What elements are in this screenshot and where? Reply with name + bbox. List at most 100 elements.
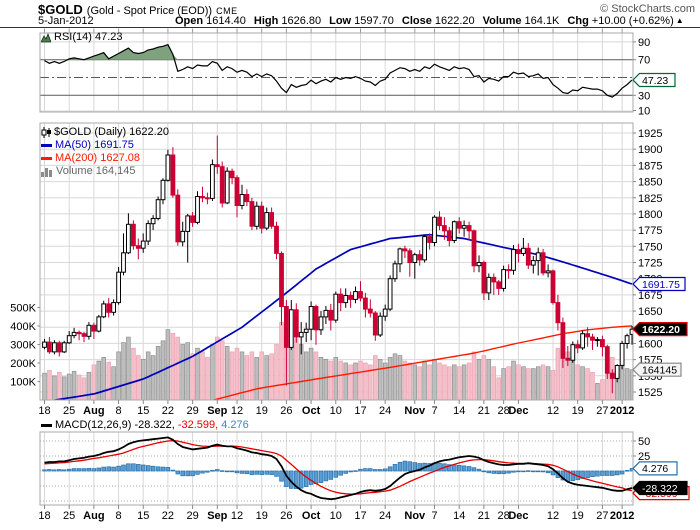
svg-text:8: 8 [115,405,121,417]
svg-text:4.276: 4.276 [642,463,668,475]
main-chart-legend: $GOLD (Daily) 1622.20 MA(50) 1691.75 MA(… [41,126,169,178]
svg-text:2012: 2012 [610,510,634,522]
ma200-legend-row: MA(200) 1627.08 [41,152,169,165]
svg-text:50: 50 [638,436,650,448]
svg-text:19: 19 [256,405,268,417]
svg-text:Aug: Aug [83,510,104,522]
svg-text:1800: 1800 [638,209,662,221]
svg-text:24: 24 [379,405,391,417]
svg-text:1900: 1900 [638,144,662,156]
high-value: 1626.80 [281,15,322,27]
chg-up-arrow-icon: ▲ [675,16,684,25]
svg-text:27: 27 [596,510,608,522]
low-pair: Low 1597.70 [329,15,394,27]
svg-text:1775: 1775 [638,225,662,237]
price-panel: 1925190018751850182518001775175017251700… [10,122,662,401]
close-pair: Close 1622.20 [402,15,475,27]
svg-text:1525: 1525 [638,387,662,399]
symbol-legend-row: $GOLD (Daily) 1622.20 [41,126,169,139]
svg-text:7: 7 [431,510,437,522]
svg-text:26: 26 [280,405,292,417]
svg-text:400K: 400K [10,321,36,333]
svg-text:1725: 1725 [638,258,662,270]
open-value: 1614.40 [206,15,246,27]
svg-text:1675: 1675 [638,290,662,302]
ma50-legend-label: MA(50) 1691.75 [55,139,134,151]
macd-hist-value: 4.276 [221,419,249,431]
ma200-line [211,325,633,400]
close-label: Close [401,15,432,27]
rsi-legend: RSI(14) 47.23 [41,31,122,44]
open-label: Open [175,15,204,27]
ma200-legend-label: MA(200) 1627.08 [55,152,140,164]
svg-text:19: 19 [572,510,584,522]
volume-value: 164.1K [524,15,560,27]
svg-text:8: 8 [115,510,121,522]
grid-layer [44,28,623,505]
svg-text:Oct: Oct [302,405,321,417]
svg-text:19: 19 [572,405,584,417]
svg-text:10: 10 [330,405,342,417]
svg-text:1650: 1650 [638,306,662,318]
volume-bars [42,316,633,400]
symbol-legend-label: $GOLD (Daily) 1622.20 [54,126,169,138]
svg-text:Oct: Oct [302,510,321,522]
svg-text:18: 18 [38,510,50,522]
ma50-swatch [41,144,52,147]
high-pair: High 1626.80 [254,15,321,27]
svg-text:30: 30 [638,90,650,102]
svg-text:25: 25 [63,510,75,522]
volume-legend-row: Volume 164,145 [41,165,169,178]
svg-text:1600: 1600 [638,338,662,350]
svg-text:1825: 1825 [638,193,662,205]
svg-text:1875: 1875 [638,160,662,172]
svg-text:70: 70 [638,55,650,67]
svg-text:Aug: Aug [83,405,104,417]
svg-text:2012: 2012 [610,405,634,417]
svg-text:1850: 1850 [638,177,662,189]
svg-text:10: 10 [638,106,650,118]
exchange-label: CME [216,6,238,16]
svg-text:26: 26 [280,510,292,522]
rsi-panel: 90 70 30 10 [39,32,650,118]
volume-label: Volume [482,15,522,27]
svg-text:200K: 200K [10,358,36,370]
svg-text:17: 17 [354,510,366,522]
copyright-credit: © StockCharts.com [600,3,695,15]
svg-text:27: 27 [596,405,608,417]
high-label: High [253,15,279,27]
x-axis-macd: 18 25 Aug 8 15 22 29 Sep 12 19 26 Oct 10 17 24 Nov 7 14 21… [38,505,634,522]
svg-text:14: 14 [453,405,465,417]
svg-text:Nov: Nov [404,405,426,417]
svg-text:29: 29 [186,510,198,522]
svg-text:1925: 1925 [638,128,662,140]
svg-text:21: 21 [478,405,490,417]
svg-text:Sep: Sep [207,405,227,417]
macd-histogram [42,460,633,490]
chg-label: Chg [567,15,589,27]
svg-text:12: 12 [231,405,243,417]
svg-text:22: 22 [162,510,174,522]
svg-text:15: 15 [137,405,149,417]
candlesticks [42,135,633,394]
header-title-row: $GOLD (Gold - Spot Price (EOD)) CME [38,2,238,17]
svg-text:14: 14 [453,510,465,522]
volume-bars-icon [41,167,52,177]
rsi-legend-label: RSI(14) 47.23 [54,31,123,43]
svg-text:300K: 300K [10,340,36,352]
svg-text:90: 90 [638,37,650,49]
x-axis-main: 18 25 Aug 8 15 22 29 Sep 12 19 26 Oct 10 17 24 Nov 7 14 21… [38,400,634,417]
svg-text:Nov: Nov [404,510,426,522]
chg-pair: Chg +10.00 (+0.62%) ▲ [567,15,683,27]
svg-text:100K: 100K [10,377,36,389]
svg-text:7: 7 [431,405,437,417]
ma200-swatch [41,157,52,160]
svg-text:12: 12 [547,510,559,522]
svg-text:Dec: Dec [508,510,528,522]
ma50-line [49,233,633,400]
svg-text:12: 12 [547,405,559,417]
quote-date: 5-Jan-2012 [38,15,94,27]
header-separator [0,27,700,28]
